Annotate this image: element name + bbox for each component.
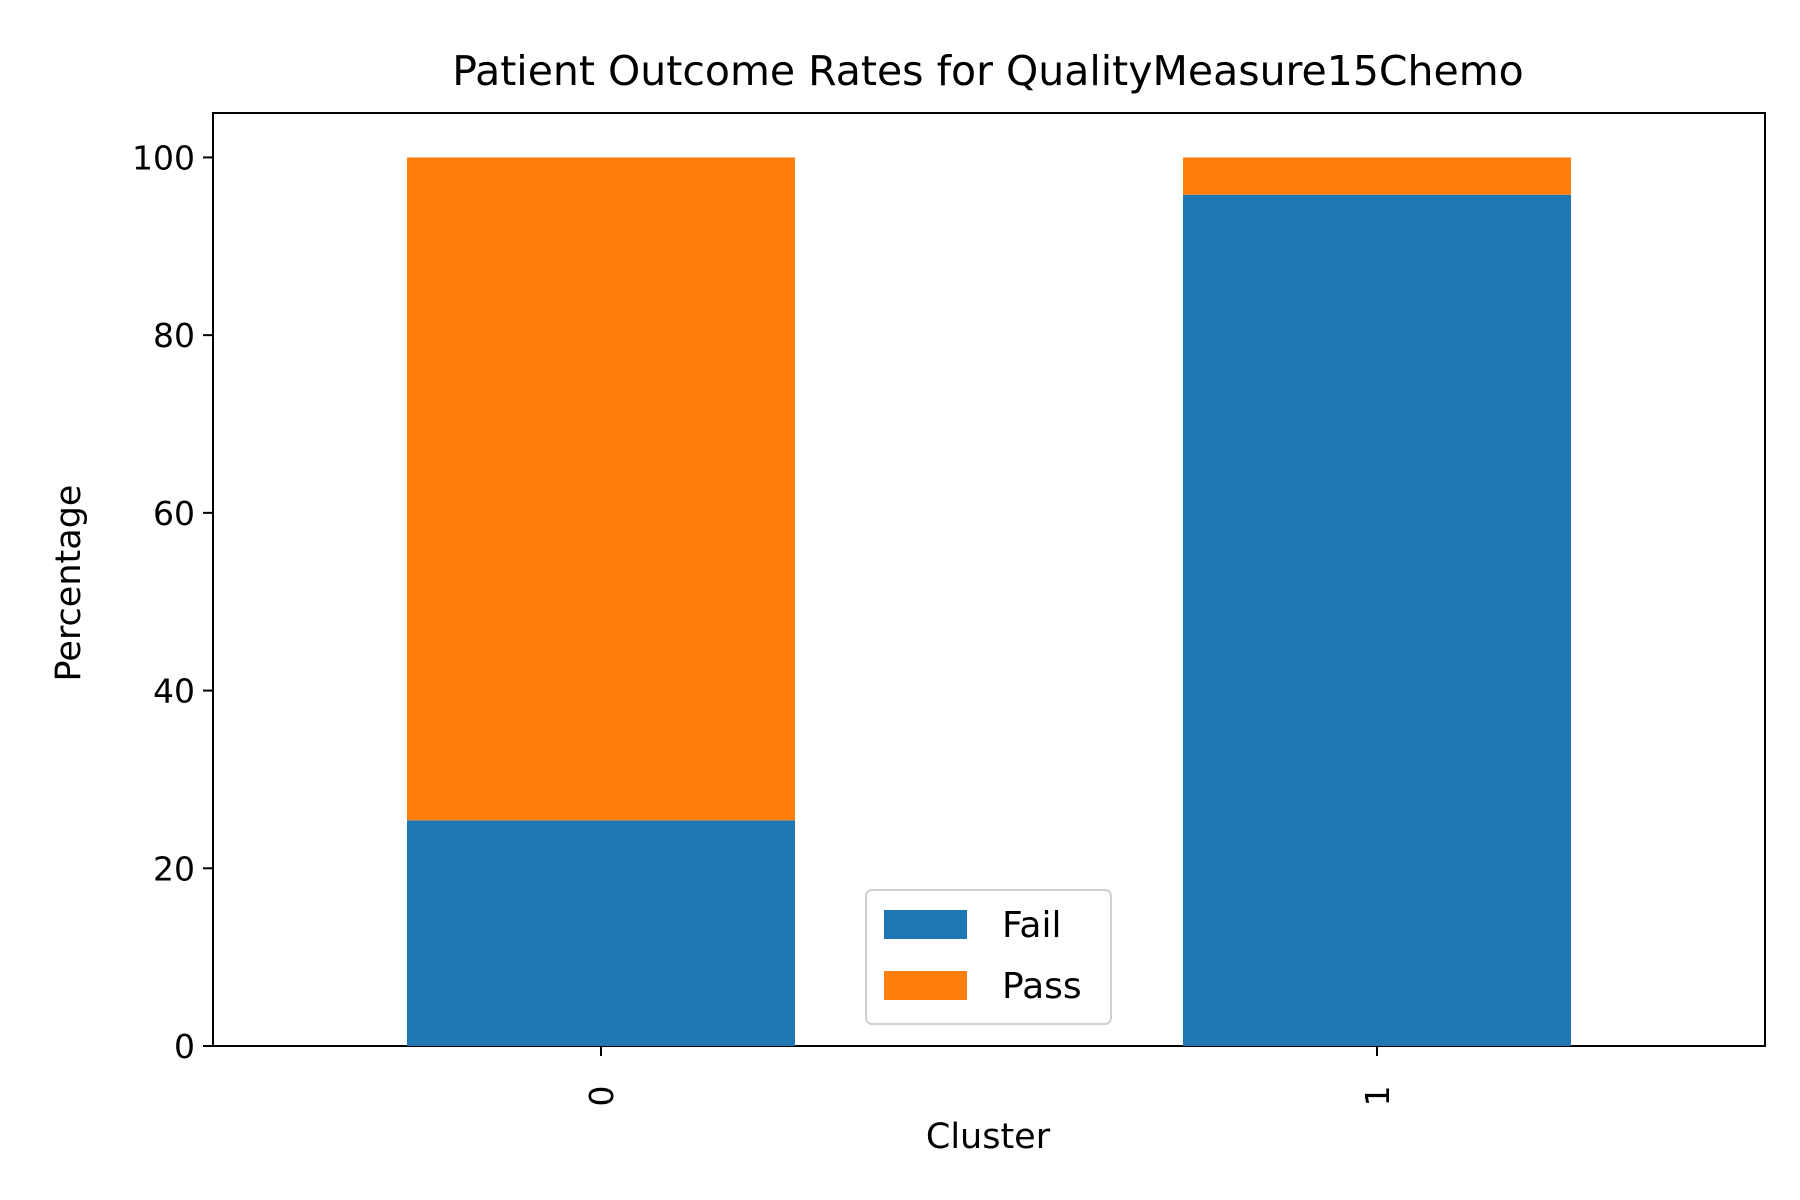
y-axis-label: Percentage <box>49 485 89 682</box>
y-tick-label: 20 <box>153 849 195 888</box>
legend-label-fail: Fail <box>1002 905 1061 946</box>
plot-area-frame <box>212 112 1766 1047</box>
y-axis: 0 20 40 60 80 100 <box>132 138 213 1066</box>
y-tick-label: 0 <box>174 1027 195 1066</box>
x-tick-label: 0 <box>582 1086 621 1107</box>
bars-group <box>407 157 1571 1047</box>
y-tick-label: 60 <box>153 494 195 533</box>
legend-label-pass: Pass <box>1002 966 1082 1007</box>
y-tick-label: 40 <box>153 672 195 711</box>
legend-swatch-pass <box>884 971 967 1000</box>
x-axis-label: Cluster <box>926 1117 1051 1157</box>
chart-title: Patient Outcome Rates for QualityMeasure… <box>452 47 1524 95</box>
legend-swatch-fail <box>884 910 967 939</box>
bar-fail-cluster-1 <box>1183 194 1571 1047</box>
y-tick-label: 100 <box>132 138 195 177</box>
y-tick-label: 80 <box>153 316 195 355</box>
bar-fail-cluster-0 <box>407 820 795 1046</box>
bar-pass-cluster-0 <box>407 157 795 821</box>
x-tick-label: 1 <box>1358 1086 1397 1107</box>
legend: Fail Pass <box>865 889 1112 1025</box>
bar-pass-cluster-1 <box>1183 157 1571 195</box>
